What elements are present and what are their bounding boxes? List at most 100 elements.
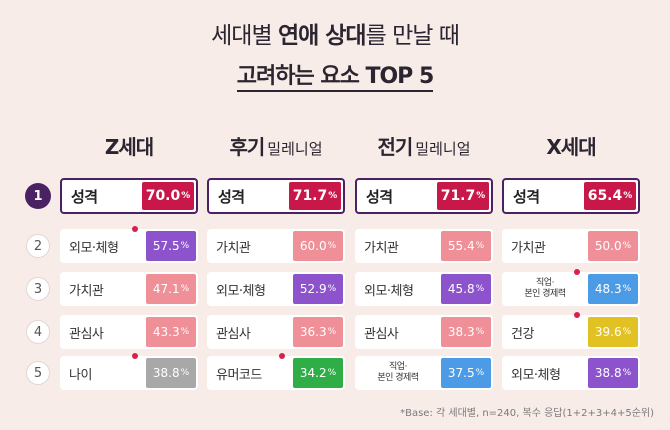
percentage-unit: % — [180, 368, 190, 378]
percentage-unit: % — [476, 191, 486, 201]
generation-header-early-millennial: 전기 밀레니얼 — [344, 131, 504, 161]
factor-percentage: 45.8% — [441, 274, 491, 304]
factor-label: 외모·체형 — [216, 283, 266, 299]
rank-badge-4: 4 — [26, 320, 50, 344]
percentage-value: 43.3 — [152, 325, 180, 339]
factor-label: 나이 — [69, 367, 92, 383]
percentage-value: 60.0 — [299, 239, 327, 253]
factor-label: 외모·체형 — [364, 283, 414, 299]
factor-label: 외모·체형 — [69, 240, 119, 256]
generation-name: 후기 — [229, 135, 265, 159]
title-text-post: 를 만날 때 — [365, 23, 460, 49]
new-item-dot — [279, 353, 285, 359]
percentage-value: 48.3 — [594, 282, 622, 296]
factor-label: 직업· 본인 경제력 — [524, 278, 566, 299]
factor-percentage: 34.2% — [293, 358, 343, 388]
percentage-unit: % — [475, 327, 485, 337]
percentage-value: 65.4 — [587, 188, 623, 204]
rank-badge-5: 5 — [26, 361, 50, 385]
factor-card: 외모·체형 52.9% — [207, 272, 345, 306]
percentage-unit: % — [622, 368, 632, 378]
percentage-value: 36.3 — [299, 325, 327, 339]
percentage-value: 38.8 — [594, 366, 622, 380]
percentage-value: 39.6 — [594, 325, 622, 339]
percentage-unit: % — [327, 284, 337, 294]
factor-card: 성격 71.7% — [207, 178, 345, 214]
title-text-pre: 세대별 — [211, 23, 278, 49]
footnote: *Base: 각 세대별, n=240, 복수 응답(1+2+3+4+5순위) — [400, 408, 654, 419]
factor-percentage: 71.7% — [289, 182, 341, 210]
factor-percentage: 57.5% — [146, 231, 196, 261]
factor-label: 건강 — [511, 326, 534, 342]
factor-percentage: 37.5% — [441, 358, 491, 388]
generation-name: 전기 — [377, 135, 413, 159]
percentage-value: 71.7 — [292, 188, 328, 204]
percentage-unit: % — [327, 327, 337, 337]
factor-card: 관심사 38.3% — [355, 315, 493, 349]
factor-percentage: 50.0% — [588, 231, 638, 261]
new-item-dot — [132, 226, 138, 232]
factor-label: 관심사 — [216, 326, 251, 342]
factor-card: 외모·체형 45.8% — [355, 272, 493, 306]
factor-label: 가치관 — [216, 240, 251, 256]
factor-card: 직업· 본인 경제력 37.5% — [355, 356, 493, 390]
factor-card: 관심사 43.3% — [60, 315, 198, 349]
factor-percentage: 39.6% — [588, 317, 638, 347]
factor-card: 성격 71.7% — [355, 178, 493, 214]
factor-percentage: 38.8% — [588, 358, 638, 388]
rank-badge-1: 1 — [25, 183, 51, 209]
factor-card: 나이 38.8% — [60, 356, 198, 390]
rank-badge-2: 2 — [26, 234, 50, 258]
percentage-unit: % — [622, 241, 632, 251]
factor-label: 가치관 — [511, 240, 546, 256]
percentage-value: 52.9 — [299, 282, 327, 296]
generation-name: X세대 — [546, 135, 596, 159]
factor-card: 외모·체형 38.8% — [502, 356, 640, 390]
factor-card: 가치관 60.0% — [207, 229, 345, 263]
rank-badge-3: 3 — [26, 277, 50, 301]
title-line-2: 고려하는 요소 TOP 5 — [0, 58, 670, 92]
factor-label: 관심사 — [364, 326, 399, 342]
factor-card: 직업· 본인 경제력 48.3% — [502, 272, 640, 306]
factor-percentage: 60.0% — [293, 231, 343, 261]
generation-header-z: Z세대 — [49, 131, 209, 161]
percentage-unit: % — [181, 191, 191, 201]
percentage-value: 55.4 — [447, 239, 475, 253]
factor-label: 직업· 본인 경제력 — [377, 362, 419, 383]
percentage-unit: % — [475, 368, 485, 378]
percentage-unit: % — [328, 191, 338, 201]
factor-percentage: 38.8% — [146, 358, 196, 388]
percentage-value: 47.1 — [152, 282, 180, 296]
generation-header-late-millennial: 후기 밀레니얼 — [196, 131, 356, 161]
factor-label: 성격 — [366, 187, 393, 206]
new-item-dot — [574, 269, 580, 275]
factor-percentage: 48.3% — [588, 274, 638, 304]
factor-label: 외모·체형 — [511, 367, 561, 383]
factor-percentage: 52.9% — [293, 274, 343, 304]
percentage-unit: % — [475, 241, 485, 251]
percentage-value: 45.8 — [447, 282, 475, 296]
percentage-unit: % — [327, 241, 337, 251]
percentage-unit: % — [622, 327, 632, 337]
factor-label: 성격 — [218, 187, 245, 206]
percentage-unit: % — [180, 284, 190, 294]
generation-name: Z세대 — [104, 135, 154, 159]
percentage-value: 37.5 — [447, 366, 475, 380]
factor-label: 관심사 — [69, 326, 104, 342]
title-line-1: 세대별 연애 상대를 만날 때 — [0, 16, 670, 50]
factor-card: 가치관 55.4% — [355, 229, 493, 263]
factor-card: 외모·체형 57.5% — [60, 229, 198, 263]
generation-subname: 밀레니얼 — [267, 140, 323, 158]
factor-card: 성격 70.0% — [60, 178, 198, 214]
percentage-value: 34.2 — [299, 366, 327, 380]
generation-header-x: X세대 — [491, 131, 651, 161]
factor-card: 성격 65.4% — [502, 178, 640, 214]
factor-percentage: 71.7% — [437, 182, 489, 210]
percentage-value: 38.3 — [447, 325, 475, 339]
factor-percentage: 47.1% — [146, 274, 196, 304]
factor-label: 유머코드 — [216, 367, 262, 383]
factor-label: 성격 — [71, 187, 98, 206]
percentage-value: 70.0 — [145, 188, 181, 204]
factor-label: 가치관 — [364, 240, 399, 256]
percentage-value: 38.8 — [152, 366, 180, 380]
